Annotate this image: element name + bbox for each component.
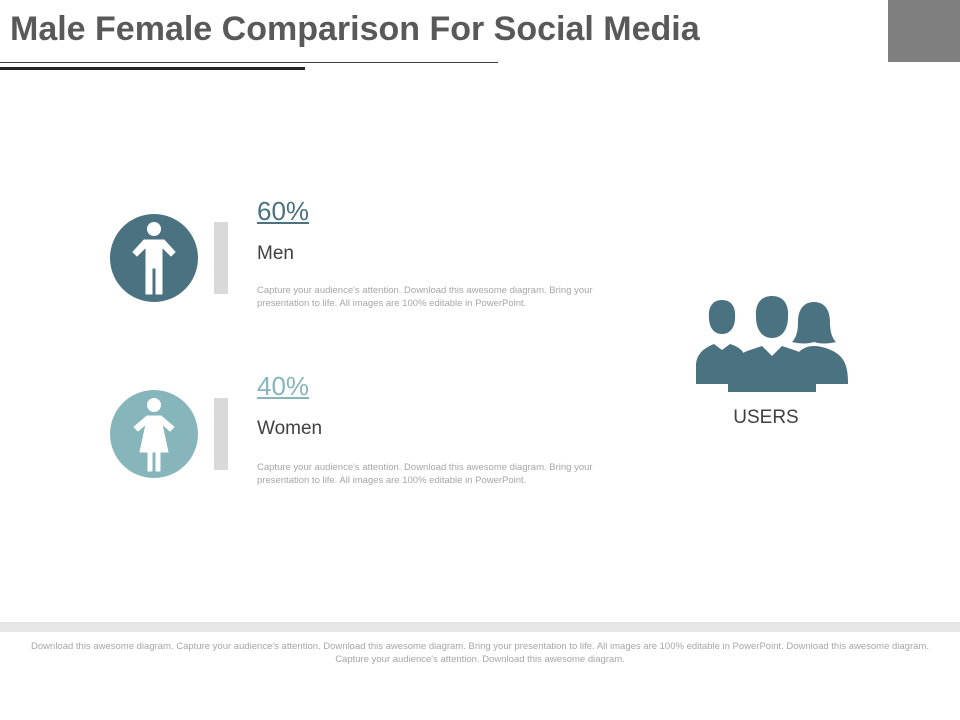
men-percent: 60% — [257, 196, 310, 226]
title-rule-thick — [0, 67, 305, 70]
women-percent: 40% — [257, 371, 310, 401]
men-description: Capture your audience's attention. Downl… — [257, 285, 593, 309]
page-title: Male Female Comparison For Social Media — [10, 10, 700, 48]
corner-decoration — [888, 0, 960, 62]
footer-text: Download this awesome diagram. Capture y… — [31, 641, 929, 665]
women-label: Women — [257, 418, 323, 439]
men-bar — [214, 222, 228, 294]
male-person-icon — [132, 222, 176, 295]
men-circle — [110, 214, 198, 302]
women-description: Capture your audience's attention. Downl… — [257, 462, 593, 486]
users-group-icon — [696, 296, 848, 392]
men-label: Men — [257, 243, 294, 264]
female-person-icon — [133, 398, 175, 472]
users-label: USERS — [733, 407, 799, 428]
footer-band — [0, 622, 960, 632]
women-circle — [110, 390, 198, 478]
women-bar — [214, 398, 228, 470]
title-rule-thin — [0, 62, 498, 63]
